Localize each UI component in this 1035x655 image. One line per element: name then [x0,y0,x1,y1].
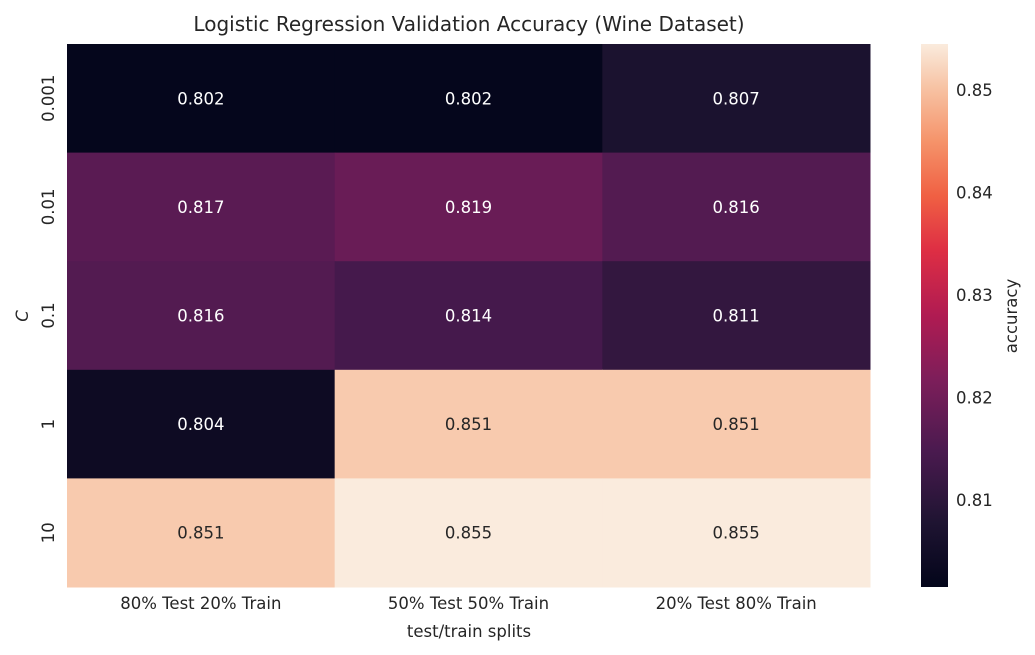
y-tick-label: 1 [39,419,58,430]
colorbar-tick-label: 0.83 [956,286,993,305]
x-tick-label: 50% Test 50% Train [388,594,549,613]
heatmap-cell-value: 0.855 [713,524,760,543]
y-tick-label: 0.01 [39,189,58,226]
heatmap-cell-value: 0.802 [177,89,224,108]
colorbar-tick-label: 0.81 [956,491,993,510]
colorbar-tick-label: 0.85 [956,81,993,100]
y-tick-label: 10 [39,522,58,543]
heatmap-cell-value: 0.811 [713,307,760,326]
colorbar [921,44,948,587]
heatmap-cell-value: 0.851 [445,415,492,434]
colorbar-ticks: 0.81 0.82 0.83 0.84 0.85 [956,81,993,510]
y-axis-label: C [13,310,32,322]
y-tick-label: 0.1 [39,302,58,328]
y-tick-label: 0.001 [39,75,58,122]
x-axis-label: test/train splits [407,622,531,641]
heatmap-cell-value: 0.804 [177,415,224,434]
colorbar-tick-label: 0.84 [956,184,993,203]
heatmap-cell-value: 0.802 [445,89,492,108]
colorbar-tick-label: 0.82 [956,388,993,407]
x-tick-labels: 80% Test 20% Train 50% Test 50% Train 20% … [120,594,817,613]
heatmap-cell-value: 0.816 [177,307,224,326]
y-tick-labels: 0.001 0.01 0.1 1 10 [39,75,58,544]
heatmap-cell-value: 0.807 [713,89,760,108]
heatmap-cell-value: 0.851 [713,415,760,434]
x-tick-label: 20% Test 80% Train [656,594,817,613]
chart-title: Logistic Regression Validation Accuracy … [193,12,744,36]
heatmap-cell-value: 0.814 [445,307,492,326]
heatmap-cell-value: 0.817 [177,198,224,217]
x-tick-label: 80% Test 20% Train [120,594,281,613]
heatmap-cell-value: 0.851 [177,524,224,543]
colorbar-label: accuracy [1002,279,1021,354]
heatmap-cell-value: 0.855 [445,524,492,543]
heatmap-cell-value: 0.819 [445,198,492,217]
heatmap-cell-value: 0.816 [713,198,760,217]
